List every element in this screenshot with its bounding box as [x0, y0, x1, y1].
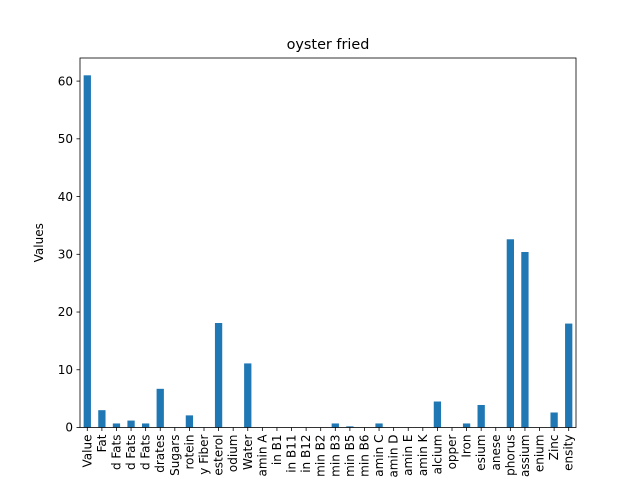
- x-tick-label: amin K: [416, 433, 430, 476]
- x-tick-label: Sugars: [168, 435, 182, 476]
- x-tick-label: in B12: [299, 435, 313, 473]
- x-tick-label: amin C: [372, 435, 386, 477]
- x-tick-label: amin E: [401, 435, 415, 476]
- x-axis: Value Fat d Fats d Fats d Fats drates Sugars ro…: [80, 427, 576, 478]
- x-tick-label: rotein: [182, 435, 196, 470]
- x-tick-label: ensity: [562, 435, 576, 471]
- y-axis: 0 10 20 30 40 50 60: [58, 74, 80, 435]
- bar-33: [565, 323, 573, 428]
- y-tick-label: 10: [58, 363, 73, 377]
- y-tick-label: 30: [58, 247, 73, 261]
- x-tick-label: y Fiber: [197, 434, 211, 474]
- x-tick-label: d Fats: [124, 435, 138, 471]
- chart-title: oyster fried: [287, 37, 370, 53]
- x-tick-label: Water: [241, 434, 255, 470]
- y-tick-label: 50: [58, 132, 73, 146]
- x-tick-label: odium: [226, 435, 240, 473]
- x-tick-label: d Fats: [139, 435, 153, 471]
- y-tick-label: 60: [58, 74, 73, 88]
- bar-1: [98, 410, 106, 428]
- x-tick-label: in B1: [270, 435, 284, 466]
- bar-27: [477, 404, 485, 428]
- x-tick-label: enium: [533, 435, 547, 473]
- bar-30: [521, 251, 529, 428]
- x-tick-label: Value: [80, 435, 94, 468]
- x-tick-label: d Fats: [109, 435, 123, 471]
- x-tick-label: Fat: [95, 434, 109, 452]
- x-tick-label: alcium: [430, 435, 444, 475]
- y-axis-title: Values: [32, 223, 46, 262]
- bar-18: [346, 426, 354, 428]
- y-tick-label: 40: [58, 190, 73, 204]
- bar-29: [506, 239, 514, 428]
- y-tick-label: 20: [58, 305, 73, 319]
- x-tick-label: phorus: [503, 435, 517, 476]
- plot-frame: [79, 57, 577, 428]
- bar-20: [375, 423, 383, 428]
- x-tick-label: min B5: [343, 435, 357, 477]
- x-tick-label: esterol: [212, 435, 226, 476]
- bar-5: [156, 388, 164, 428]
- bar-32: [550, 412, 558, 428]
- bar-3: [127, 420, 135, 428]
- bar-17: [331, 423, 339, 428]
- x-tick-label: amin D: [387, 435, 401, 478]
- x-tick-label: min B6: [357, 435, 371, 477]
- bar-11: [244, 363, 252, 428]
- bar-4: [142, 423, 150, 428]
- x-tick-label: drates: [153, 435, 167, 473]
- x-tick-label: esium: [474, 435, 488, 471]
- bar-24: [433, 401, 442, 428]
- x-tick-label: in B11: [285, 435, 299, 473]
- x-tick-label: min B3: [328, 435, 342, 477]
- x-tick-label: min B2: [314, 435, 328, 477]
- bar-7: [185, 415, 194, 428]
- x-tick-label: Iron: [460, 435, 474, 458]
- bar-9: [214, 323, 223, 428]
- bar-2: [112, 423, 121, 428]
- bars-layer: [83, 75, 573, 428]
- x-tick-label: anese: [489, 435, 503, 471]
- x-tick-label: opper: [445, 434, 459, 469]
- x-tick-label: Zinc: [547, 435, 561, 461]
- x-tick-label: amin A: [255, 434, 269, 477]
- bar-0: [83, 75, 91, 428]
- bar-26: [462, 423, 471, 428]
- y-tick-label: 0: [65, 421, 73, 435]
- x-tick-label: assium: [518, 435, 532, 478]
